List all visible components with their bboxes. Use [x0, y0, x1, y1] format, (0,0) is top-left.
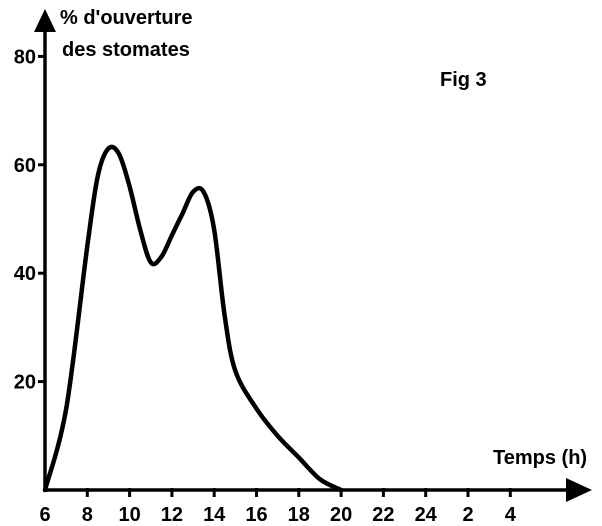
x-axis — [45, 478, 592, 502]
y-axis-label-line1: % d'ouverture — [60, 7, 193, 29]
x-tick-label: 8 — [82, 504, 93, 526]
x-axis-arrow — [566, 478, 592, 502]
x-tick-label: 12 — [161, 504, 183, 526]
y-tick-label: 20 — [14, 372, 36, 394]
x-tick-label: 22 — [372, 504, 394, 526]
x-tick-label: 24 — [415, 504, 438, 526]
series-line — [42, 144, 344, 493]
y-tick-label: 80 — [14, 46, 36, 68]
x-tick-label: 10 — [118, 504, 140, 526]
x-tick-label: 6 — [39, 504, 50, 526]
chart-title: Fig 3 — [440, 69, 487, 91]
y-axis-arrow — [34, 9, 56, 32]
x-tick-label: 20 — [330, 504, 352, 526]
x-tick-label: 2 — [462, 504, 473, 526]
y-tick-label: 40 — [14, 263, 36, 285]
y-axis — [34, 9, 56, 492]
x-ticks: 6 8 10 12 14 16 18 20 22 24 2 4 — [39, 488, 517, 526]
y-ticks: 20 40 60 80 — [14, 46, 46, 394]
y-axis-label-line2: des stomates — [62, 39, 190, 61]
x-tick-label: 18 — [288, 504, 310, 526]
y-tick-label: 60 — [14, 155, 36, 177]
x-axis-label: Temps (h) — [493, 447, 587, 469]
x-tick-label: 4 — [505, 504, 517, 526]
x-tick-label: 14 — [203, 504, 226, 526]
x-tick-label: 16 — [245, 504, 267, 526]
